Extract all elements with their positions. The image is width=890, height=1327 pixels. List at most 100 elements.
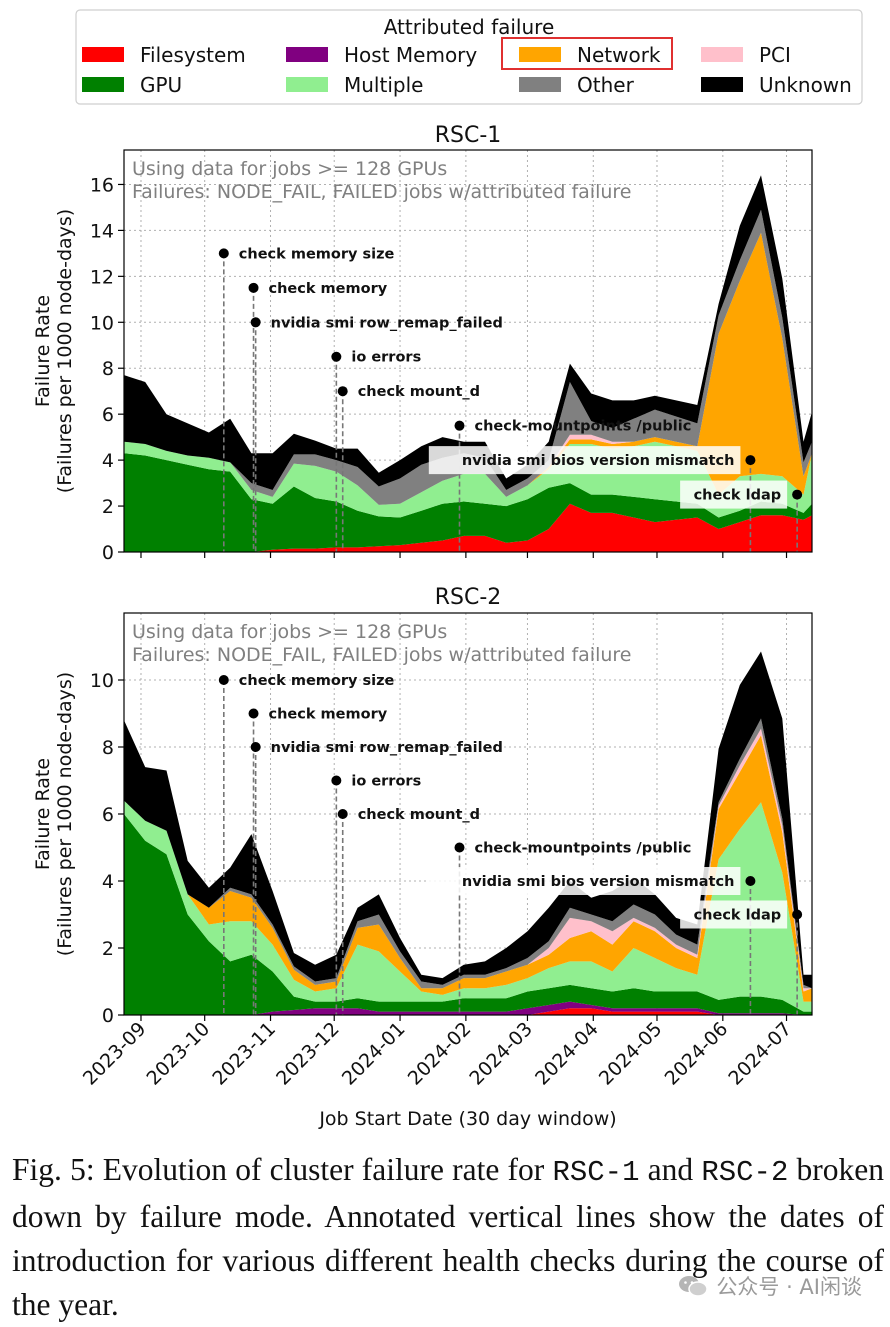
annotation-marker [792, 909, 803, 920]
annotation-label-box [428, 446, 741, 475]
annotation-label: check memory size [239, 673, 395, 689]
legend-swatch-filesystem [82, 47, 124, 62]
legend-label-multiple: Multiple [344, 73, 423, 97]
annotation-label-box [680, 480, 788, 509]
legend-label-pci: PCI [759, 43, 791, 67]
subtitle-line-2: Failures: NODE_FAIL, FAILED jobs w/attri… [132, 181, 631, 203]
y-tick-label: 16 [90, 174, 114, 196]
legend-swatch-unknown [701, 77, 743, 92]
legend: Attributed failure Filesystem Host Memory N… [75, 9, 863, 105]
legend-swatch-other [519, 77, 561, 92]
plot-frame [123, 149, 813, 553]
stacked-areas [124, 651, 812, 1015]
annotation-label: check ldap [694, 908, 782, 924]
annotation-marker [218, 248, 229, 259]
annotations: check memory size check memory nvidia smi … [218, 673, 803, 1015]
annotation-label: check memory [269, 281, 388, 297]
y-tick-label: 6 [102, 804, 114, 826]
subtitle-line-2: Failures: NODE_FAIL, FAILED jobs w/attri… [132, 644, 631, 666]
x-tick-label: 2024-02 [404, 1018, 476, 1090]
watermark-text: 公众号 · AI闲谈 [716, 1275, 862, 1299]
annotation-label: nvidia smi row_remap_failed [271, 740, 503, 756]
wechat-icon [679, 1276, 709, 1297]
legend-title: Attributed failure [384, 15, 555, 39]
annotation-label: nvidia smi bios version mismatch [462, 874, 735, 890]
annotation-marker [337, 809, 348, 819]
area-other [124, 209, 812, 505]
area-gpu [124, 453, 812, 552]
panel-title: RSC-1 [435, 123, 502, 148]
area-unknown [124, 651, 812, 989]
area-filesystem [124, 1008, 812, 1015]
watermark: 公众号 · AI闲谈 [678, 1269, 862, 1303]
area-unknown [124, 175, 812, 491]
caption-code-rsc-1: RSC-1 [552, 1156, 640, 1189]
annotation-marker [218, 675, 229, 685]
y-axis-label-line-2: (Failures per 1000 node-days) [54, 672, 76, 956]
area-multiple [124, 800, 812, 1012]
legend-label-gpu: GPU [140, 73, 182, 97]
panel-title: RSC-2 [435, 585, 502, 610]
annotation-label: nvidia smi bios version mismatch [462, 453, 735, 469]
caption-text-3: broken down by failure mode. Annotated v… [12, 1152, 884, 1322]
annotation-label: check-mountpoints /public [475, 419, 692, 435]
annotations: check memory size check memory nvidia smi … [218, 246, 803, 552]
legend-label-unknown: Unknown [759, 73, 852, 97]
annotation-label: check mount_d [358, 384, 480, 400]
annotation-marker [248, 282, 259, 293]
annotation-label-box [680, 900, 788, 929]
figure-caption: Fig. 5: Evolution of cluster failure rat… [12, 1148, 884, 1327]
legend-swatch-gpu [82, 77, 124, 92]
x-tick-label: 2024-05 [595, 1018, 667, 1090]
annotation-marker [337, 386, 348, 397]
annotation-label: io errors [351, 774, 421, 790]
x-tick-label: 2024-06 [661, 1018, 733, 1090]
annotation-label-box [428, 867, 741, 895]
annotation-marker [250, 317, 261, 328]
annotation-marker [745, 876, 756, 886]
annotation-marker [454, 842, 465, 853]
annotation-label: check memory size [239, 246, 395, 262]
legend-label-filesystem: Filesystem [140, 43, 246, 67]
y-tick-label: 8 [102, 358, 114, 380]
y-tick-label: 4 [102, 871, 114, 893]
legend-swatch-network [519, 47, 561, 62]
y-tick-label: 4 [102, 450, 114, 472]
annotation-marker [454, 420, 465, 431]
caption-text-2: and [639, 1152, 702, 1187]
x-tick-label: 2024-04 [531, 1018, 603, 1090]
legend-highlight-box [501, 37, 673, 70]
annotation-marker [331, 351, 342, 362]
annotation-marker [331, 775, 342, 786]
x-tick-label: 2023-09 [79, 1018, 151, 1090]
legend-label-network: Network [577, 43, 661, 67]
area-network [124, 735, 812, 1002]
x-tick-label: 2024-03 [465, 1018, 537, 1090]
annotation-label: check mount_d [358, 807, 480, 823]
y-tick-label: 0 [102, 1005, 114, 1027]
legend-swatch-host-memory [286, 47, 328, 62]
area-gpu [124, 814, 812, 1015]
y-tick-label: 8 [102, 737, 114, 759]
x-tick-label: 2023-11 [208, 1018, 280, 1090]
legend-swatch-pci [701, 47, 743, 62]
figure: Attributed failure Filesystem Host Memory N… [32, 9, 863, 1130]
area-filesystem [124, 503, 812, 552]
y-axis-label-line-1: Failure Rate [32, 758, 54, 870]
x-axis-label: Job Start Date (30 day window) [318, 1108, 616, 1130]
annotation-label: check memory [269, 707, 388, 723]
caption-text-1: Fig. 5: Evolution of cluster failure rat… [12, 1152, 553, 1187]
y-tick-label: 10 [90, 312, 114, 334]
subtitle-line-1: Using data for jobs >= 128 GPUs [132, 158, 447, 180]
annotation-label: check ldap [694, 488, 782, 504]
annotation-marker [248, 708, 259, 719]
y-tick-label: 12 [90, 266, 114, 288]
annotation-marker [745, 455, 756, 466]
legend-frame [75, 9, 863, 105]
y-axis-label-line-1: Failure Rate [32, 295, 54, 407]
y-tick-label: 10 [90, 670, 114, 692]
area-other [124, 718, 812, 989]
legend-swatch-multiple [286, 77, 328, 92]
